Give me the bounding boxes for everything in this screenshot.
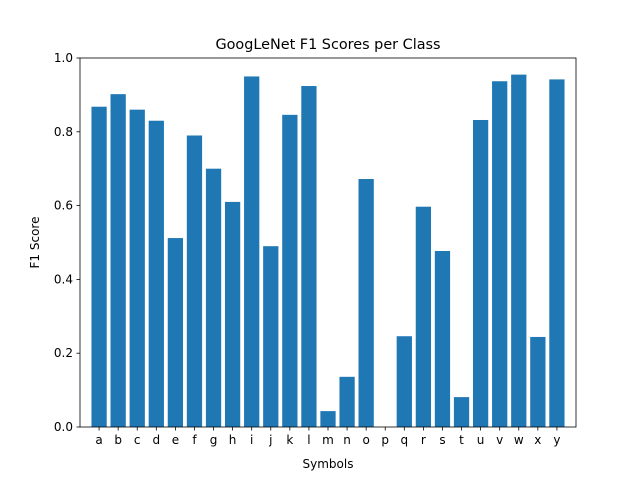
bars-layer bbox=[91, 74, 565, 428]
x-tick-label-b: b bbox=[114, 433, 122, 447]
bar-w bbox=[511, 74, 527, 428]
chart-title: GoogLeNet F1 Scores per Class bbox=[215, 37, 440, 53]
axes-layer: a b c d e f g h i j k l m n o p q r s t u v w x y 0.0 0.2 0.4 0.6 0.8… bbox=[54, 51, 577, 447]
x-tick-label-a: a bbox=[95, 433, 102, 447]
bar-j bbox=[263, 246, 279, 427]
bar-h bbox=[224, 201, 241, 427]
x-tick-label-h: h bbox=[229, 433, 237, 447]
y-axis-label: F1 Score bbox=[28, 217, 42, 269]
y-tick-label: 0.8 bbox=[54, 125, 73, 139]
x-tick-label-w: w bbox=[514, 433, 524, 447]
x-tick-label-x: x bbox=[534, 433, 541, 447]
x-tick-label-d: d bbox=[152, 433, 160, 447]
bar-i bbox=[244, 76, 260, 427]
bar-l bbox=[301, 86, 317, 427]
bar-r bbox=[415, 206, 432, 427]
y-tick-label: 0.0 bbox=[54, 420, 73, 434]
bar-t bbox=[453, 397, 470, 427]
x-tick-label-p: p bbox=[381, 433, 389, 447]
bar-u bbox=[472, 119, 489, 428]
bar-e bbox=[167, 238, 184, 427]
x-tick-label-v: v bbox=[496, 433, 503, 447]
x-tick-label-e: e bbox=[172, 433, 179, 447]
x-tick-label-m: m bbox=[322, 433, 334, 447]
x-tick-label-u: u bbox=[477, 433, 485, 447]
x-tick-label-y: y bbox=[553, 433, 560, 447]
bar-v bbox=[492, 81, 508, 427]
bar-a bbox=[91, 106, 107, 428]
bar-x bbox=[530, 336, 546, 427]
y-tick-label: 0.2 bbox=[54, 346, 73, 360]
bar-d bbox=[148, 120, 164, 427]
bar-y bbox=[549, 79, 565, 428]
x-tick-label-f: f bbox=[192, 433, 197, 447]
x-tick-label-t: t bbox=[459, 433, 464, 447]
x-tick-label-n: n bbox=[343, 433, 351, 447]
bar-q bbox=[396, 336, 412, 427]
x-tick-label-r: r bbox=[421, 433, 426, 447]
x-tick-label-q: q bbox=[400, 433, 408, 447]
bar-o bbox=[358, 179, 374, 427]
x-tick-label-j: j bbox=[268, 433, 272, 447]
y-tick-label: 1.0 bbox=[54, 51, 73, 65]
bar-f bbox=[186, 135, 203, 428]
bar-n bbox=[339, 376, 355, 427]
bar-k bbox=[282, 114, 298, 427]
x-tick-label-s: s bbox=[439, 433, 445, 447]
bar-c bbox=[129, 109, 145, 427]
x-tick-label-o: o bbox=[362, 433, 369, 447]
bar-m bbox=[320, 411, 336, 427]
bar-g bbox=[205, 168, 222, 427]
y-tick-label: 0.4 bbox=[54, 272, 73, 286]
y-tick-label: 0.6 bbox=[54, 199, 73, 213]
x-tick-label-l: l bbox=[307, 433, 310, 447]
x-tick-label-k: k bbox=[286, 433, 293, 447]
x-axis-label: Symbols bbox=[303, 457, 354, 471]
bar-b bbox=[110, 94, 126, 427]
x-tick-label-i: i bbox=[250, 433, 253, 447]
x-tick-label-c: c bbox=[134, 433, 141, 447]
bar-s bbox=[434, 250, 451, 427]
x-tick-label-g: g bbox=[210, 433, 218, 447]
